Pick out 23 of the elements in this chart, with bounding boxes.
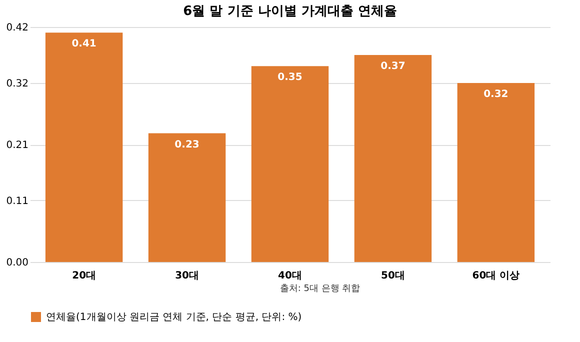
- x-tick-label: 20대: [72, 270, 96, 282]
- bar: [251, 66, 329, 262]
- y-tick-label: 0.11: [6, 196, 28, 207]
- bar: [148, 133, 226, 262]
- y-tick-label: 0.32: [6, 78, 28, 90]
- y-tick-label: 0.00: [6, 258, 28, 268]
- data-label: 0.41: [72, 38, 96, 50]
- data-label: 0.35: [278, 72, 302, 84]
- legend-label: 연체율(1개월이상 원리금 연체 기준, 단순 평균, 단위: %): [46, 312, 302, 323]
- x-tick-label: 60대 이상: [472, 270, 520, 282]
- y-tick-label: 0.42: [6, 22, 28, 34]
- y-tick-label: 0.21: [6, 140, 28, 151]
- data-label: 0.23: [174, 139, 200, 150]
- bar: [354, 54, 432, 262]
- bar: [45, 32, 123, 262]
- x-tick-label: 40대: [278, 270, 302, 282]
- bar: [457, 82, 535, 262]
- chart-title: 6월 말 기준 나이별 가계대출 연체율: [183, 4, 397, 19]
- x-tick-label: 50대: [381, 270, 405, 282]
- data-label: 0.32: [484, 88, 508, 100]
- x-tick-label: 30대: [175, 270, 199, 282]
- data-label: 0.37: [380, 60, 406, 72]
- source-note: 출처: 5대 은행 취합: [280, 284, 360, 294]
